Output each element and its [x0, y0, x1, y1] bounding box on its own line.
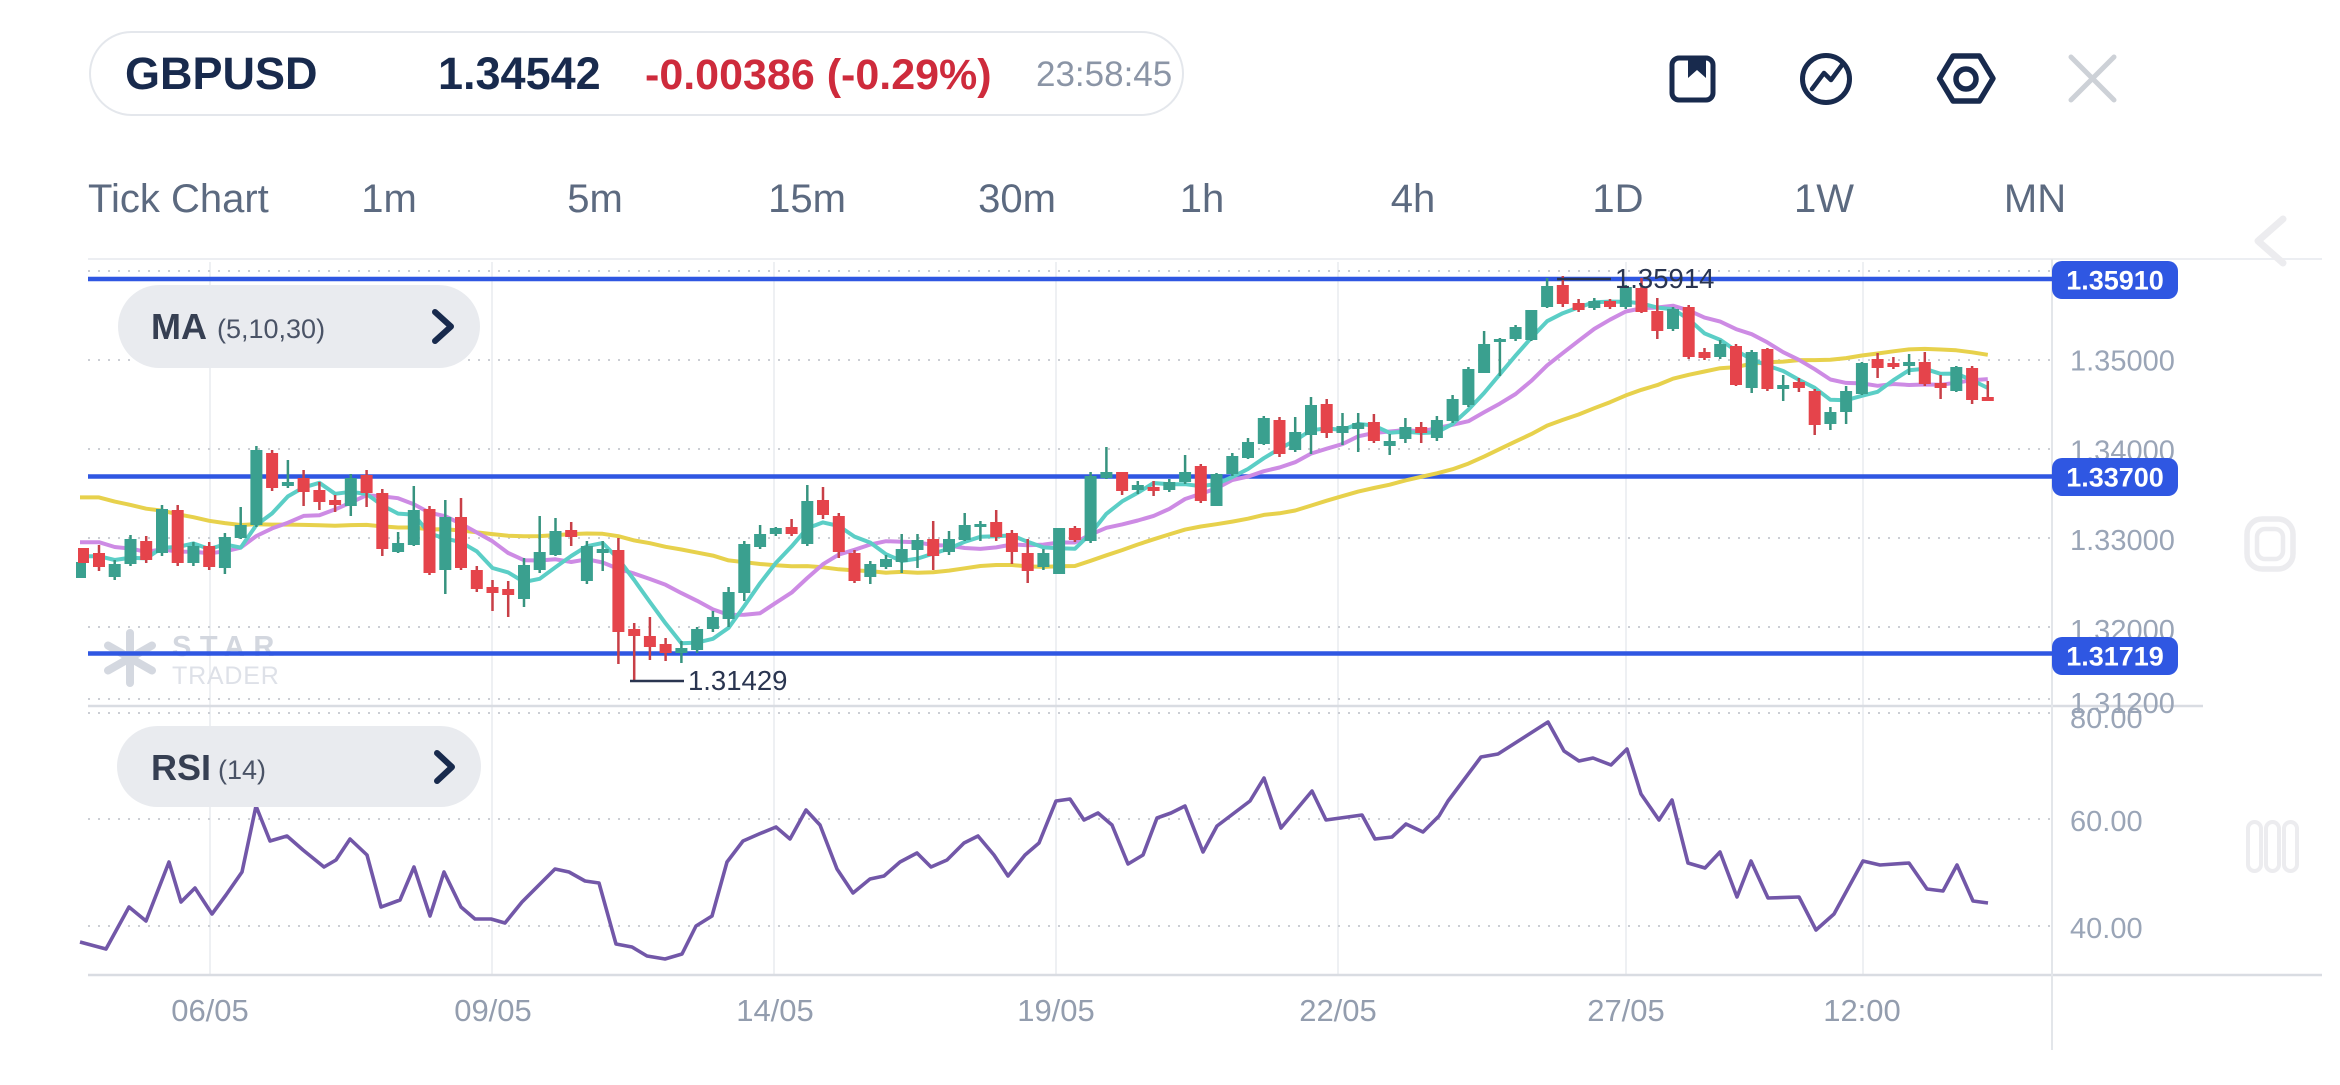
svg-text:-0.00386 (-0.29%): -0.00386 (-0.29%)	[645, 51, 992, 99]
svg-text:1.35914: 1.35914	[1615, 263, 1714, 294]
svg-text:80.00: 80.00	[2070, 703, 2143, 735]
svg-text:5m: 5m	[567, 177, 623, 221]
svg-text:19/05: 19/05	[1017, 993, 1095, 1028]
svg-text:MN: MN	[2004, 177, 2066, 221]
svg-text:1W: 1W	[1794, 177, 1854, 221]
svg-text:1.34542: 1.34542	[438, 48, 601, 99]
svg-text:1m: 1m	[361, 177, 417, 221]
svg-text:1.31719: 1.31719	[2066, 642, 2164, 672]
svg-text:1.33000: 1.33000	[2070, 525, 2175, 557]
svg-text:12:00: 12:00	[1823, 993, 1901, 1028]
svg-text:27/05: 27/05	[1587, 993, 1665, 1028]
svg-text:06/05: 06/05	[171, 993, 249, 1028]
svg-text:30m: 30m	[978, 177, 1056, 221]
svg-text:MA: MA	[151, 306, 207, 347]
svg-text:09/05: 09/05	[454, 993, 532, 1028]
svg-text:14/05: 14/05	[736, 993, 814, 1028]
svg-text:60.00: 60.00	[2070, 806, 2143, 838]
svg-text:STAR: STAR	[172, 631, 283, 663]
svg-text:(14): (14)	[218, 755, 266, 785]
svg-text:(5,10,30): (5,10,30)	[217, 314, 325, 344]
svg-text:1.31429: 1.31429	[688, 665, 787, 696]
svg-text:22/05: 22/05	[1299, 993, 1377, 1028]
svg-text:4h: 4h	[1391, 177, 1436, 221]
svg-text:1D: 1D	[1592, 177, 1643, 221]
svg-text:1.35000: 1.35000	[2070, 346, 2175, 378]
svg-text:1.33700: 1.33700	[2066, 463, 2164, 493]
svg-text:TRADER: TRADER	[172, 662, 280, 690]
svg-text:GBPUSD: GBPUSD	[125, 48, 318, 99]
svg-text:23:58:45: 23:58:45	[1036, 55, 1172, 94]
svg-text:Tick Chart: Tick Chart	[88, 177, 269, 221]
svg-text:15m: 15m	[768, 177, 846, 221]
svg-text:RSI: RSI	[151, 747, 211, 788]
svg-text:1h: 1h	[1180, 177, 1225, 221]
svg-text:40.00: 40.00	[2070, 913, 2143, 945]
svg-text:1.35910: 1.35910	[2066, 266, 2164, 296]
svg-text:1.31200: 1.31200	[2070, 688, 2175, 720]
